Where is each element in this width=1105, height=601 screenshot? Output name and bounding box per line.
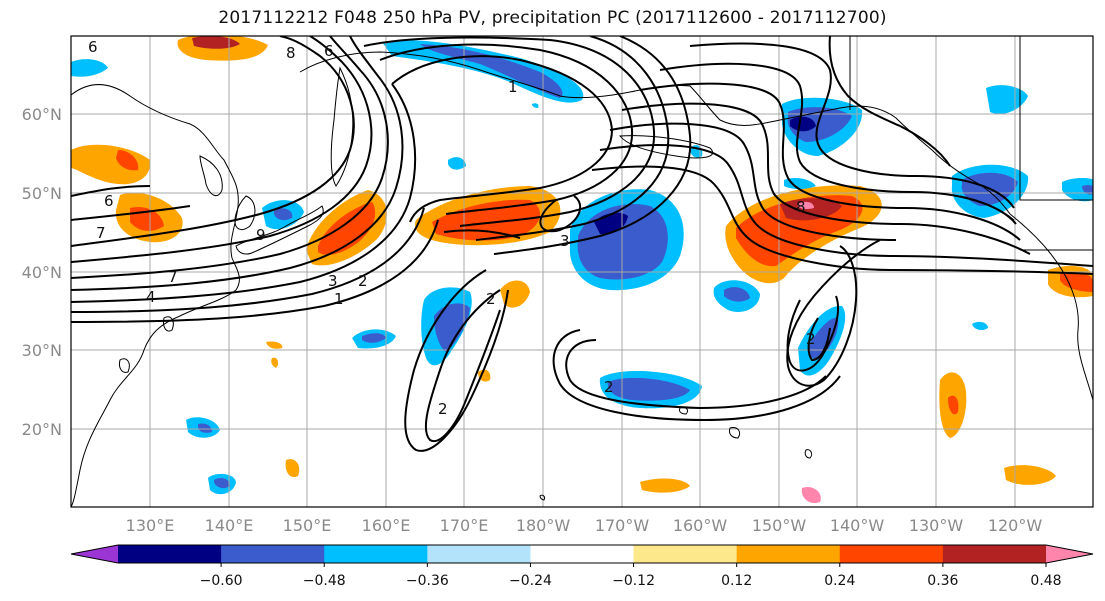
- colorbar-extend-min: [71, 545, 118, 563]
- pv-label: 9: [256, 226, 266, 244]
- pv-label: 3: [560, 232, 570, 250]
- colorbar-cells: [118, 545, 1047, 563]
- lon-label: 130°W: [909, 516, 964, 535]
- graticule: [71, 36, 1093, 507]
- colorbar-tick-label: 0.12: [721, 573, 752, 589]
- pv-label: 2: [604, 378, 614, 396]
- colorbar-extend-max: [1046, 545, 1093, 563]
- pv-label: 2: [486, 290, 496, 308]
- lon-label: 170°W: [595, 516, 650, 535]
- colorbar-tick-label: 0.36: [927, 573, 958, 589]
- colorbar-cell: [324, 545, 428, 563]
- colorbar-tick-label: −0.24: [509, 573, 552, 589]
- colorbar-cell: [633, 545, 738, 563]
- lon-label: 180°W: [516, 516, 571, 535]
- lon-label: 150°W: [752, 516, 807, 535]
- pv-label: 2: [438, 400, 448, 418]
- colorbar-cell: [839, 545, 944, 563]
- colorbar-cell: [221, 545, 325, 563]
- pv-label: 2: [806, 330, 816, 348]
- pv-label: 7: [168, 268, 178, 286]
- pv-label: 6: [104, 192, 114, 210]
- map-frame: [70, 35, 1094, 508]
- pv-label: 1: [508, 78, 518, 96]
- pv-label: 6: [88, 38, 98, 56]
- lat-label: 50°N: [22, 184, 62, 203]
- lon-label: 160°W: [673, 516, 728, 535]
- lat-label: 30°N: [22, 341, 62, 360]
- pv-label: 6: [324, 42, 334, 60]
- lon-label: 140°E: [205, 516, 254, 535]
- colorbar-cell: [427, 545, 531, 563]
- pv-label: 4: [146, 288, 156, 306]
- colorbar-tick-label: −0.12: [612, 573, 655, 589]
- lon-label: 120°W: [988, 516, 1043, 535]
- colorbar-tick-label: 0.24: [824, 573, 855, 589]
- colorbar-cell: [530, 545, 635, 563]
- lon-label: 150°E: [283, 516, 332, 535]
- pv-label: 8: [796, 198, 806, 216]
- colorbar-ticks: −0.60 −0.48 −0.36 −0.24 −0.12 0.12 0.24 0.36 0.4…: [200, 563, 1062, 589]
- pv-label: 1: [334, 290, 344, 308]
- lon-label: 140°W: [830, 516, 885, 535]
- colorbar-cell: [736, 545, 841, 563]
- colorbar: −0.60 −0.48 −0.36 −0.24 −0.12 0.12 0.24 0.36 0.4…: [70, 544, 1094, 589]
- longitude-labels: 130°E 140°E 150°E 160°E 170°E 180°W 170°…: [126, 516, 1043, 535]
- colorbar-tick-label: −0.36: [406, 573, 449, 589]
- latitude-labels: 60°N 50°N 40°N 30°N 20°N: [22, 105, 62, 439]
- colorbar-cell: [942, 545, 1047, 563]
- lat-label: 60°N: [22, 105, 62, 124]
- lon-label: 160°E: [362, 516, 411, 535]
- pv-label: 8: [286, 44, 296, 62]
- lon-label: 170°E: [440, 516, 489, 535]
- pv-label: 2: [358, 272, 368, 290]
- coastlines: [71, 36, 1093, 507]
- pv-label: 3: [328, 272, 338, 290]
- lat-label: 40°N: [22, 263, 62, 282]
- map-title: 2017112212 F048 250 hPa PV, precipitatio…: [218, 8, 887, 28]
- pv-contour-labels: 6 1 8 6 7 6 7 4 3 2 1 2 2 3 2 8 9 2: [88, 38, 816, 418]
- pv-contours: [71, 36, 1093, 452]
- pv-label: 7: [96, 224, 106, 242]
- colorbar-cell: [118, 545, 222, 563]
- colorbar-tick-label: 0.48: [1030, 573, 1061, 589]
- lon-label: 130°E: [126, 516, 175, 535]
- colorbar-outline: [70, 544, 1094, 564]
- colorbar-tick-label: −0.60: [200, 573, 243, 589]
- lat-label: 20°N: [22, 420, 62, 439]
- colorbar-tick-label: −0.48: [303, 573, 346, 589]
